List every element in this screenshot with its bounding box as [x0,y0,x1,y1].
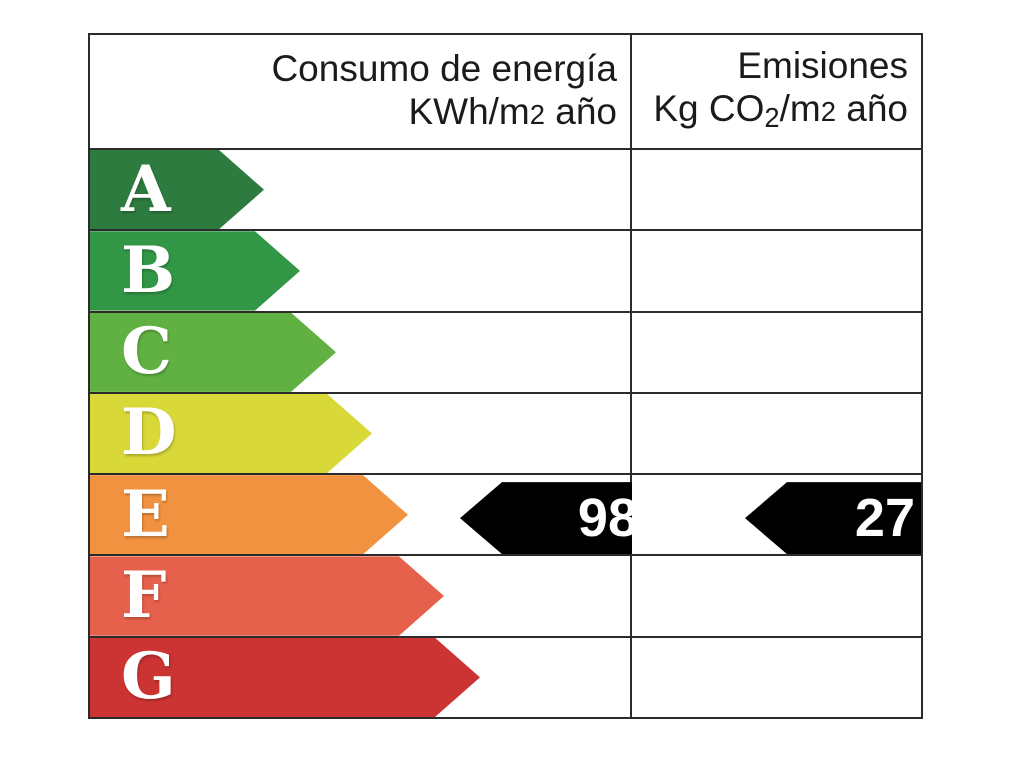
emissions-cell-g [632,638,921,717]
rating-letter-a: A [121,151,171,227]
rating-letter-d: D [121,395,177,471]
emissions-value-marker: 27 [745,482,921,555]
consumption-value-marker: 98 [460,482,632,555]
rating-row-d: D [90,391,921,474]
rating-row-g: G [90,635,921,717]
rating-letter-e: E [121,476,170,552]
consumption-value: 98 [577,488,638,549]
rating-table: Consumo de energía KWh/m2 año Emisiones … [88,33,923,719]
consumption-title: Consumo de energía [271,48,617,89]
rating-arrow-d: D [90,394,372,473]
rating-row-e: E 98 27 [90,473,921,555]
rating-arrow-f: F [90,556,444,635]
rating-letter-f: F [121,558,167,634]
emissions-cell-a [632,150,921,229]
rating-letter-c: C [121,314,172,390]
rating-cell-c: C [90,312,632,392]
rating-arrow-a: A [90,150,264,229]
rating-cell-d: D [90,393,632,474]
emissions-cell-d [632,394,921,473]
rating-cell-b: B [90,231,632,311]
consumption-header-cell: Consumo de energía KWh/m2 año [90,35,632,148]
emissions-value: 27 [854,488,915,549]
rating-cell-a: A [90,150,632,230]
rating-letter-g: G [121,639,176,715]
emissions-cell-e: 27 [632,475,921,555]
rating-cell-f: F [90,556,632,636]
emissions-unit: Kg CO2/m2 año [653,87,908,133]
table-header: Consumo de energía KWh/m2 año Emisiones … [90,35,921,148]
emissions-cell-b [632,231,921,310]
consumption-unit: KWh/m2 año [408,91,617,132]
rating-row-f: F [90,554,921,636]
rating-cell-e: E 98 [90,475,632,555]
rating-row-a: A [90,148,921,230]
rating-arrow-b: B [90,231,300,310]
emissions-cell-c [632,313,921,392]
emissions-cell-f [632,556,921,635]
emissions-title: Emisiones [737,44,908,86]
rating-row-b: B [90,229,921,311]
rating-row-c: C [90,310,921,392]
emissions-header-cell: Emisiones Kg CO2/m2 año [632,35,921,148]
rating-arrow-c: C [90,313,336,392]
rating-letter-b: B [121,232,176,308]
rating-cell-g: G [90,637,632,717]
rating-arrow-e: E [90,475,408,554]
rating-arrow-g: G [90,638,480,717]
